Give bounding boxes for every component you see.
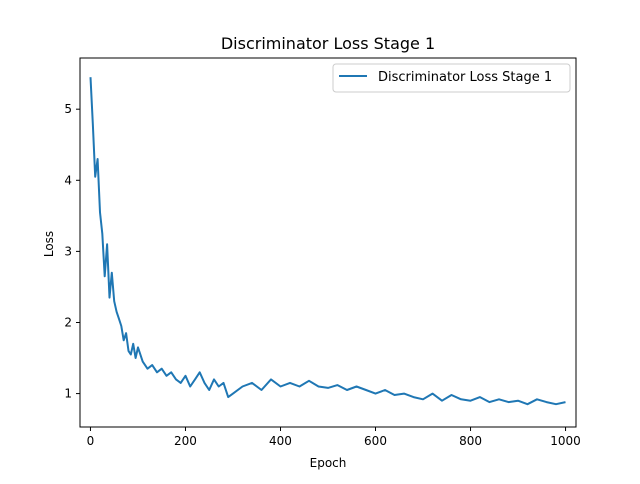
x-tick-label: 200 — [174, 434, 197, 448]
plot-area — [89, 77, 566, 406]
legend-box — [332, 63, 571, 93]
y-tick-label: 3 — [64, 244, 72, 258]
x-axis-ticks: 0 200 400 600 800 1000 — [87, 427, 581, 448]
x-tick-label: 1000 — [550, 434, 581, 448]
x-tick-label: 0 — [87, 434, 95, 448]
x-tick-label: 600 — [364, 434, 387, 448]
legend: Discriminator Loss Stage 1 — [332, 63, 571, 93]
series-line-0 — [89, 77, 566, 406]
x-axis-label: Epoch — [310, 456, 347, 470]
axes-frame — [79, 57, 577, 428]
y-tick-label: 5 — [64, 102, 72, 116]
chart-title: Discriminator Loss Stage 1 — [221, 34, 435, 53]
y-axis-label: Loss — [42, 231, 56, 257]
x-tick-label: 400 — [269, 434, 292, 448]
legend-label: Discriminator Loss Stage 1 — [378, 70, 552, 85]
y-tick-label: 1 — [64, 387, 72, 401]
x-tick-label: 800 — [459, 434, 482, 448]
y-tick-label: 2 — [64, 315, 72, 329]
y-axis-ticks: 1 2 3 4 5 — [64, 102, 80, 401]
y-tick-label: 4 — [64, 173, 72, 187]
